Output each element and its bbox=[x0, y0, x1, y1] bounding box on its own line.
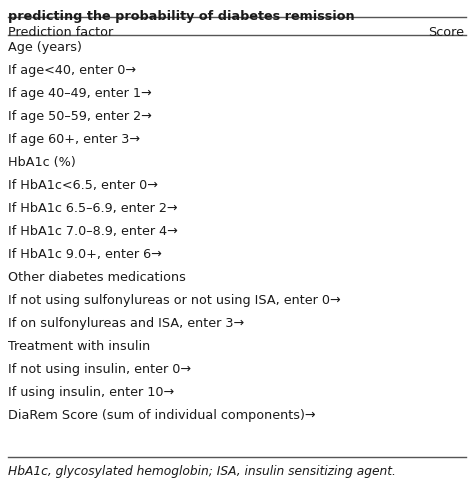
Text: If age<40, enter 0→: If age<40, enter 0→ bbox=[8, 64, 136, 77]
Text: Prediction factor: Prediction factor bbox=[8, 26, 113, 39]
Text: predicting the probability of diabetes remission: predicting the probability of diabetes r… bbox=[8, 10, 355, 23]
Text: If HbA1c 7.0–8.9, enter 4→: If HbA1c 7.0–8.9, enter 4→ bbox=[8, 225, 178, 238]
Text: HbA1c (%): HbA1c (%) bbox=[8, 156, 76, 169]
Text: DiaRem Score (sum of individual components)→: DiaRem Score (sum of individual componen… bbox=[8, 409, 316, 422]
Text: Age (years): Age (years) bbox=[8, 41, 82, 54]
Text: If HbA1c 9.0+, enter 6→: If HbA1c 9.0+, enter 6→ bbox=[8, 248, 162, 261]
Text: If using insulin, enter 10→: If using insulin, enter 10→ bbox=[8, 386, 174, 399]
Text: If not using insulin, enter 0→: If not using insulin, enter 0→ bbox=[8, 363, 191, 376]
Text: Other diabetes medications: Other diabetes medications bbox=[8, 271, 186, 284]
Text: HbA1c, glycosylated hemoglobin; ISA, insulin sensitizing agent.: HbA1c, glycosylated hemoglobin; ISA, ins… bbox=[8, 465, 396, 478]
Text: If age 50–59, enter 2→: If age 50–59, enter 2→ bbox=[8, 110, 152, 123]
Text: If HbA1c 6.5–6.9, enter 2→: If HbA1c 6.5–6.9, enter 2→ bbox=[8, 202, 177, 215]
Text: Score: Score bbox=[428, 26, 464, 39]
Text: Treatment with insulin: Treatment with insulin bbox=[8, 340, 150, 353]
Text: If age 60+, enter 3→: If age 60+, enter 3→ bbox=[8, 133, 140, 146]
Text: If on sulfonylureas and ISA, enter 3→: If on sulfonylureas and ISA, enter 3→ bbox=[8, 317, 244, 330]
Text: If age 40–49, enter 1→: If age 40–49, enter 1→ bbox=[8, 87, 152, 100]
Text: If HbA1c<6.5, enter 0→: If HbA1c<6.5, enter 0→ bbox=[8, 179, 158, 192]
Text: If not using sulfonylureas or not using ISA, enter 0→: If not using sulfonylureas or not using … bbox=[8, 294, 341, 307]
